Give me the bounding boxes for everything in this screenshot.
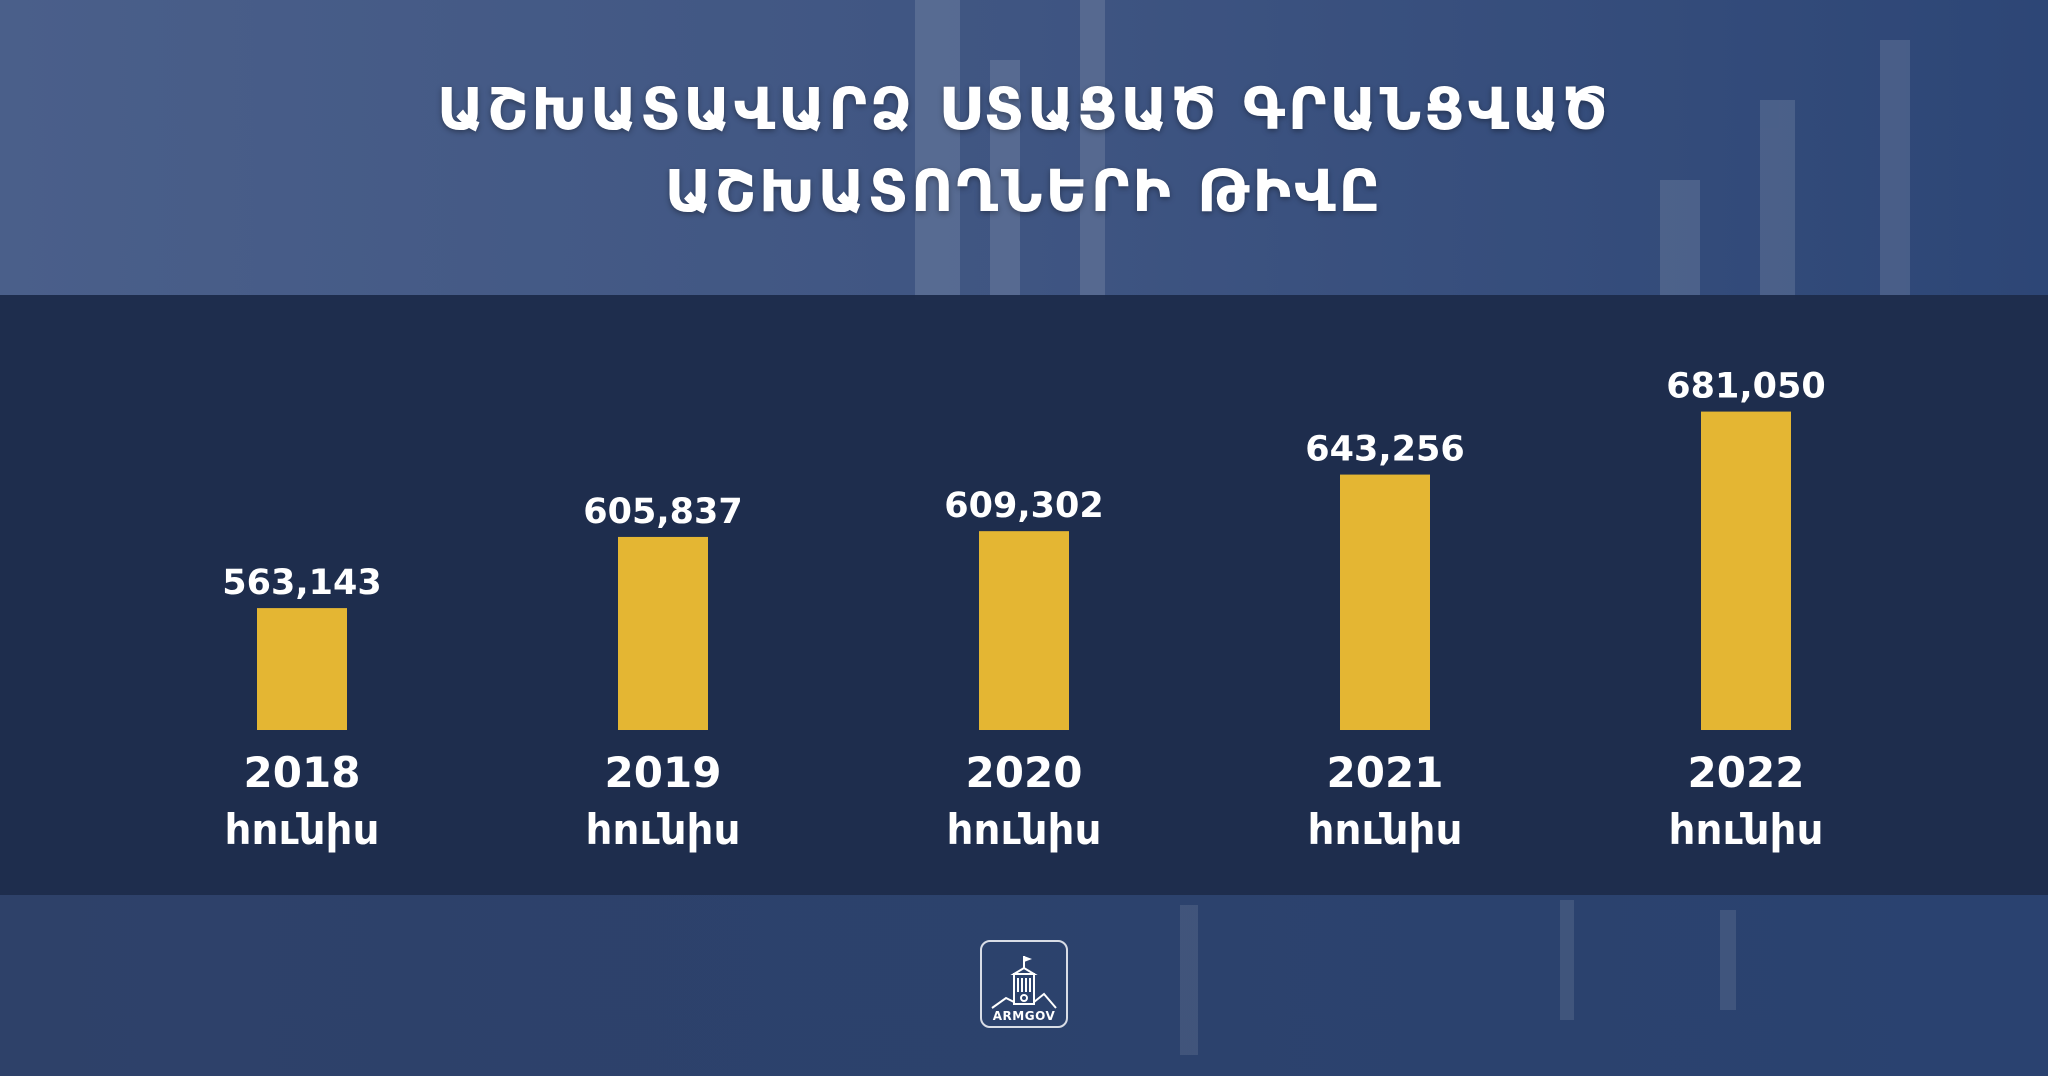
- value-label-2022: 681,050: [1666, 367, 1825, 407]
- logo-text: ARMGOV: [992, 1009, 1056, 1023]
- bottom-decoration: [1180, 900, 1736, 1055]
- top-background: [0, 0, 2048, 295]
- chart-title: ԱՇԽԱՏԱՎԱՐՁ ՍՏԱՑԱԾ ԳՐԱՆՑՎԱԾ ԱՇԽԱՏՈՂՆԵՐԻ Թ…: [0, 68, 2048, 232]
- value-label-2018: 563,143: [222, 563, 381, 603]
- chart-title-line-1: ԱՇԽԱՏԱՎԱՐՁ ՍՏԱՑԱԾ ԳՐԱՆՑՎԱԾ: [437, 75, 1611, 143]
- year-label-2022: 2022: [1688, 748, 1805, 797]
- bar-2018: [257, 608, 347, 730]
- government-building-icon: [991, 956, 1057, 1009]
- bottom-background: [0, 895, 2048, 1076]
- month-label-2019: հունիս: [585, 805, 740, 854]
- month-label-2018: հունիս: [224, 805, 379, 854]
- month-label-2021: հունիս: [1307, 805, 1462, 854]
- value-label-2021: 643,256: [1305, 430, 1464, 470]
- value-label-2019: 605,837: [583, 492, 742, 532]
- year-label-2021: 2021: [1327, 748, 1444, 797]
- chart-title-line-2: ԱՇԽԱՏՈՂՆԵՐԻ ԹԻՎԸ: [664, 157, 1384, 225]
- value-label-2020: 609,302: [944, 486, 1103, 526]
- month-label-2020: հունիս: [946, 805, 1101, 854]
- stock-background-decoration: [915, 0, 1910, 300]
- armgov-logo: ARMGOV: [980, 940, 1068, 1028]
- bar-2019: [618, 536, 708, 730]
- bar-2020: [979, 531, 1069, 730]
- year-label-2020: 2020: [966, 748, 1083, 797]
- year-label-2019: 2019: [605, 748, 722, 797]
- month-label-2022: հունիս: [1668, 805, 1823, 854]
- bar-2022: [1701, 411, 1791, 730]
- bar-2021: [1340, 474, 1430, 730]
- year-label-2018: 2018: [244, 748, 361, 797]
